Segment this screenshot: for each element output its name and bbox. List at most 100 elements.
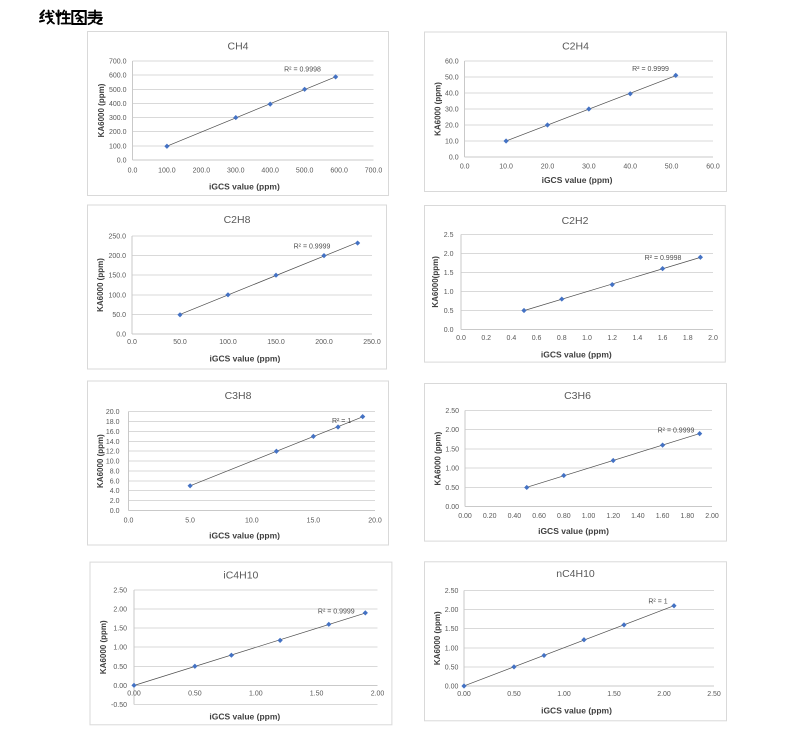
svg-text:1.5: 1.5 bbox=[444, 270, 454, 277]
svg-text:2.0: 2.0 bbox=[708, 335, 718, 342]
svg-text:iGCS value (ppm): iGCS value (ppm) bbox=[209, 182, 280, 192]
svg-text:nC4H10: nC4H10 bbox=[556, 568, 595, 580]
svg-text:0.5: 0.5 bbox=[444, 308, 454, 315]
svg-text:700.0: 700.0 bbox=[109, 59, 127, 66]
svg-text:400.0: 400.0 bbox=[261, 168, 279, 175]
svg-text:50.0: 50.0 bbox=[173, 339, 187, 346]
svg-text:1.40: 1.40 bbox=[631, 513, 645, 520]
svg-text:1.00: 1.00 bbox=[445, 466, 459, 473]
svg-text:0.50: 0.50 bbox=[445, 485, 459, 492]
svg-text:iGCS value (ppm): iGCS value (ppm) bbox=[209, 712, 280, 722]
svg-text:0.0: 0.0 bbox=[117, 158, 127, 165]
svg-text:0.0: 0.0 bbox=[449, 155, 459, 162]
svg-text:1.50: 1.50 bbox=[113, 626, 127, 633]
svg-text:0.0: 0.0 bbox=[116, 332, 126, 339]
svg-text:0.50: 0.50 bbox=[188, 691, 202, 698]
svg-text:1.0: 1.0 bbox=[582, 335, 592, 342]
svg-text:KA6000 (ppm): KA6000 (ppm) bbox=[96, 434, 105, 488]
svg-text:0.0: 0.0 bbox=[110, 508, 120, 515]
svg-text:iGCS value (ppm): iGCS value (ppm) bbox=[541, 705, 612, 715]
svg-text:0.0: 0.0 bbox=[128, 168, 138, 175]
svg-text:600.0: 600.0 bbox=[109, 73, 127, 80]
svg-text:KA6000 (ppm): KA6000 (ppm) bbox=[434, 82, 443, 136]
svg-text:0.0: 0.0 bbox=[124, 518, 134, 525]
svg-text:40.0: 40.0 bbox=[445, 91, 459, 98]
svg-text:18.0: 18.0 bbox=[106, 419, 120, 426]
svg-text:2.50: 2.50 bbox=[445, 408, 459, 415]
svg-text:0.6: 0.6 bbox=[532, 335, 542, 342]
svg-text:100.0: 100.0 bbox=[219, 339, 237, 346]
svg-text:0.0: 0.0 bbox=[456, 335, 466, 342]
svg-text:30.0: 30.0 bbox=[582, 164, 596, 171]
svg-text:0.50: 0.50 bbox=[445, 664, 459, 671]
svg-text:500.0: 500.0 bbox=[296, 168, 314, 175]
svg-text:1.50: 1.50 bbox=[445, 447, 459, 454]
svg-text:0.0: 0.0 bbox=[460, 164, 470, 171]
svg-text:300.0: 300.0 bbox=[109, 115, 127, 122]
svg-text:100.0: 100.0 bbox=[109, 143, 127, 150]
svg-text:1.00: 1.00 bbox=[582, 513, 596, 520]
svg-text:0.00: 0.00 bbox=[445, 504, 459, 511]
svg-text:0.8: 0.8 bbox=[557, 335, 567, 342]
svg-text:R² = 0.9999: R² = 0.9999 bbox=[658, 427, 695, 434]
svg-text:2.00: 2.00 bbox=[657, 691, 671, 698]
svg-text:20.0: 20.0 bbox=[541, 164, 555, 171]
svg-text:iGCS value (ppm): iGCS value (ppm) bbox=[542, 175, 613, 185]
svg-text:KA6000 (ppm): KA6000 (ppm) bbox=[96, 258, 105, 312]
svg-text:0.80: 0.80 bbox=[557, 513, 571, 520]
svg-text:500.0: 500.0 bbox=[109, 87, 127, 94]
svg-text:2.0: 2.0 bbox=[444, 251, 454, 258]
svg-text:R² = 1: R² = 1 bbox=[332, 418, 351, 425]
svg-text:0.60: 0.60 bbox=[532, 513, 546, 520]
svg-text:C3H8: C3H8 bbox=[225, 390, 252, 402]
svg-text:2.0: 2.0 bbox=[110, 498, 120, 505]
svg-text:KA6000 (ppm): KA6000 (ppm) bbox=[97, 83, 106, 137]
svg-text:2.00: 2.00 bbox=[371, 691, 385, 698]
svg-text:200.0: 200.0 bbox=[109, 129, 127, 136]
svg-text:250.0: 250.0 bbox=[363, 339, 381, 346]
svg-text:2.50: 2.50 bbox=[707, 691, 721, 698]
svg-text:300.0: 300.0 bbox=[227, 168, 245, 175]
svg-text:1.0: 1.0 bbox=[444, 289, 454, 296]
svg-text:KA6000 (ppm): KA6000 (ppm) bbox=[99, 620, 108, 674]
svg-text:2.00: 2.00 bbox=[445, 607, 459, 614]
svg-text:700.0: 700.0 bbox=[365, 168, 383, 175]
svg-text:0.00: 0.00 bbox=[445, 684, 459, 691]
svg-text:0.0: 0.0 bbox=[444, 327, 454, 334]
svg-text:1.80: 1.80 bbox=[680, 513, 694, 520]
svg-text:0.00: 0.00 bbox=[113, 683, 127, 690]
svg-text:0.00: 0.00 bbox=[127, 691, 141, 698]
svg-text:150.0: 150.0 bbox=[108, 273, 126, 280]
svg-text:2.00: 2.00 bbox=[445, 427, 459, 434]
svg-text:2.5: 2.5 bbox=[444, 232, 454, 239]
svg-text:C3H6: C3H6 bbox=[564, 390, 591, 402]
svg-text:0.2: 0.2 bbox=[481, 335, 491, 342]
svg-text:400.0: 400.0 bbox=[109, 101, 127, 108]
svg-text:KA6000 (ppm): KA6000 (ppm) bbox=[434, 431, 443, 485]
svg-text:200.0: 200.0 bbox=[108, 253, 126, 260]
svg-text:R² = 0.9999: R² = 0.9999 bbox=[294, 244, 331, 251]
svg-text:5.0: 5.0 bbox=[185, 518, 195, 525]
svg-text:8.0: 8.0 bbox=[110, 469, 120, 476]
svg-text:10.0: 10.0 bbox=[245, 518, 259, 525]
svg-text:50.0: 50.0 bbox=[445, 75, 459, 82]
svg-text:600.0: 600.0 bbox=[330, 168, 348, 175]
svg-text:50.0: 50.0 bbox=[112, 312, 126, 319]
svg-text:1.00: 1.00 bbox=[557, 691, 571, 698]
svg-text:1.00: 1.00 bbox=[445, 645, 459, 652]
svg-text:C2H8: C2H8 bbox=[224, 214, 251, 226]
svg-text:30.0: 30.0 bbox=[445, 107, 459, 114]
svg-text:1.6: 1.6 bbox=[658, 335, 668, 342]
svg-text:CH4: CH4 bbox=[227, 40, 248, 52]
svg-text:1.50: 1.50 bbox=[310, 691, 324, 698]
svg-text:R² = 1: R² = 1 bbox=[648, 599, 667, 606]
svg-text:0.50: 0.50 bbox=[113, 664, 127, 671]
svg-text:KA6000 (ppm): KA6000 (ppm) bbox=[433, 611, 442, 665]
svg-text:10.0: 10.0 bbox=[445, 139, 459, 146]
svg-text:KA6000(ppm): KA6000(ppm) bbox=[431, 256, 440, 308]
svg-text:60.0: 60.0 bbox=[445, 59, 459, 66]
svg-text:1.00: 1.00 bbox=[113, 645, 127, 652]
svg-text:0.40: 0.40 bbox=[508, 513, 522, 520]
svg-text:2.50: 2.50 bbox=[445, 588, 459, 595]
svg-text:2.00: 2.00 bbox=[113, 607, 127, 614]
